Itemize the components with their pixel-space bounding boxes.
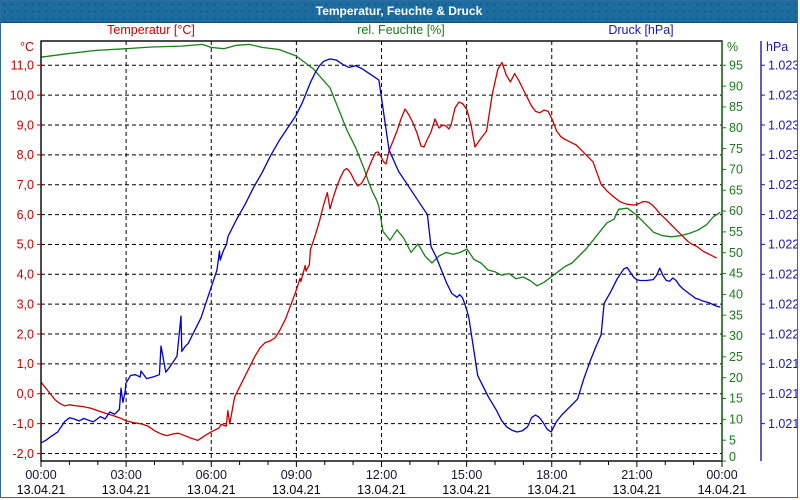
- svg-text:15: 15: [729, 392, 743, 406]
- svg-text:14.04.21: 14.04.21: [698, 483, 747, 497]
- svg-text:90: 90: [729, 79, 743, 93]
- svg-text:1.023: 1.023: [768, 148, 798, 162]
- svg-text:20: 20: [729, 371, 743, 385]
- svg-text:75: 75: [729, 142, 743, 156]
- svg-text:15:00: 15:00: [451, 468, 482, 482]
- svg-text:1.023: 1.023: [768, 59, 798, 73]
- svg-text:50: 50: [729, 246, 743, 260]
- svg-text:25: 25: [729, 350, 743, 364]
- svg-text:1.022: 1.022: [768, 238, 798, 252]
- svg-text:5,0: 5,0: [17, 238, 34, 252]
- svg-text:1.023: 1.023: [768, 88, 798, 102]
- svg-text:13.04.21: 13.04.21: [357, 483, 406, 497]
- svg-text:1.022: 1.022: [768, 208, 798, 222]
- svg-text:5: 5: [729, 433, 736, 447]
- svg-text:%: %: [727, 40, 738, 54]
- svg-text:°C: °C: [20, 40, 34, 54]
- svg-text:1.023: 1.023: [768, 178, 798, 192]
- svg-text:-1,0: -1,0: [12, 417, 34, 431]
- svg-text:13.04.21: 13.04.21: [272, 483, 321, 497]
- svg-text:30: 30: [729, 329, 743, 343]
- svg-text:13.04.21: 13.04.21: [187, 483, 236, 497]
- svg-text:hPa: hPa: [766, 40, 788, 54]
- svg-text:1.021: 1.021: [768, 417, 798, 431]
- svg-text:1.023: 1.023: [768, 118, 798, 132]
- svg-text:13.04.21: 13.04.21: [527, 483, 576, 497]
- svg-text:2,0: 2,0: [17, 327, 34, 341]
- svg-text:4,0: 4,0: [17, 268, 34, 282]
- svg-text:0: 0: [729, 450, 736, 464]
- svg-text:00:00: 00:00: [25, 468, 56, 482]
- svg-text:10: 10: [729, 413, 743, 427]
- svg-text:70: 70: [729, 163, 743, 177]
- svg-text:45: 45: [729, 267, 743, 281]
- svg-text:1.021: 1.021: [768, 387, 798, 401]
- svg-text:21:00: 21:00: [621, 468, 652, 482]
- svg-text:3,0: 3,0: [17, 298, 34, 312]
- svg-text:06:00: 06:00: [196, 468, 227, 482]
- svg-text:11,0: 11,0: [11, 59, 34, 73]
- svg-text:13.04.21: 13.04.21: [17, 483, 66, 497]
- svg-text:80: 80: [729, 121, 743, 135]
- svg-text:13.04.21: 13.04.21: [102, 483, 151, 497]
- svg-text:7,0: 7,0: [17, 178, 34, 192]
- svg-text:6,0: 6,0: [17, 208, 34, 222]
- svg-text:0,0: 0,0: [17, 387, 34, 401]
- svg-text:09:00: 09:00: [281, 468, 312, 482]
- svg-text:40: 40: [729, 288, 743, 302]
- svg-text:-2,0: -2,0: [12, 447, 34, 461]
- svg-text:1.022: 1.022: [768, 268, 798, 282]
- svg-text:95: 95: [729, 59, 743, 73]
- svg-text:12:00: 12:00: [366, 468, 397, 482]
- svg-text:10,0: 10,0: [10, 88, 34, 102]
- svg-text:60: 60: [729, 204, 743, 218]
- svg-text:85: 85: [729, 100, 743, 114]
- svg-text:13.04.21: 13.04.21: [613, 483, 662, 497]
- svg-text:1.022: 1.022: [768, 298, 798, 312]
- svg-text:8,0: 8,0: [17, 148, 34, 162]
- svg-text:55: 55: [729, 225, 743, 239]
- svg-text:13.04.21: 13.04.21: [442, 483, 491, 497]
- svg-text:00:00: 00:00: [706, 468, 737, 482]
- svg-text:03:00: 03:00: [110, 468, 141, 482]
- svg-text:65: 65: [729, 183, 743, 197]
- svg-text:18:00: 18:00: [536, 468, 567, 482]
- svg-text:1,0: 1,0: [17, 357, 34, 371]
- svg-text:35: 35: [729, 308, 743, 322]
- svg-text:1.022: 1.022: [768, 327, 798, 341]
- svg-text:1.021: 1.021: [768, 357, 798, 371]
- svg-text:9,0: 9,0: [17, 118, 34, 132]
